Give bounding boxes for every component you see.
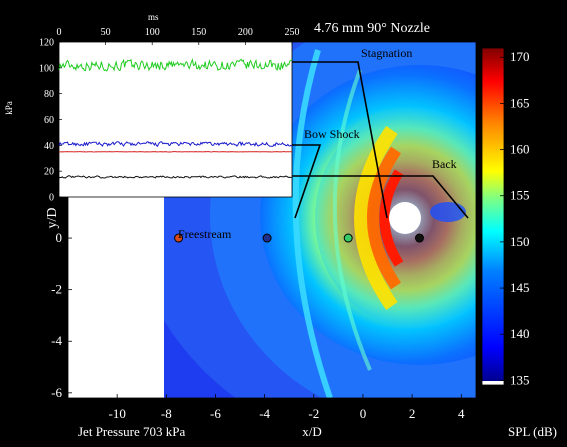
inset-y-tick-label: 20 xyxy=(44,167,54,178)
main-x-tick-label: 2 xyxy=(409,406,416,421)
inset-x-tick-label: 200 xyxy=(238,27,253,38)
main-y-tick-label: 0 xyxy=(56,230,63,245)
main-title: 4.76 mm 90° Nozzle xyxy=(314,21,430,36)
spl-heatmap xyxy=(164,42,476,398)
inset-series-line-3 xyxy=(58,175,293,179)
inset-y-label: kPa xyxy=(4,101,14,115)
probe-marker-bow-shock xyxy=(262,233,272,243)
inset-x-tick-label: 50 xyxy=(101,27,111,38)
nozzle-body xyxy=(389,202,421,234)
main-x-ticks: -10 -8 -6 -4 -2 0 2 4 xyxy=(108,394,465,421)
colorbar-tick-label: 155 xyxy=(510,188,530,203)
main-y-tick-label: -2 xyxy=(51,282,62,297)
probe-label-bow-shock: Bow Shock xyxy=(304,127,360,141)
main-x-tick-label: -8 xyxy=(161,406,172,421)
probe-label-freestream: Freestream xyxy=(178,227,232,241)
probe-label-back: Back xyxy=(432,157,457,171)
inset-y-tick-label: 0 xyxy=(49,193,54,204)
inset-series-lines xyxy=(58,58,293,179)
probe-marker-stagnation xyxy=(343,233,353,243)
inset-y-tick-label: 80 xyxy=(44,89,54,100)
inset-y-tick-label: 100 xyxy=(39,63,54,74)
colorbar-tick-label: 170 xyxy=(510,49,530,64)
spl-colorbar: 135 140 145 150 155 160 165 170 SPL (dB) xyxy=(481,47,557,439)
main-y-tick-label: -4 xyxy=(51,333,62,348)
probe-marker-back xyxy=(414,233,424,243)
colorbar-tick-label: 140 xyxy=(510,326,530,341)
colorbar-ticks: 135 140 145 150 155 160 165 170 xyxy=(500,49,530,387)
inset-y-tick-label: 60 xyxy=(44,115,54,126)
inset-x-ticks: 0 50 100 150 200 250 xyxy=(57,27,300,45)
inset-x-tick-label: 150 xyxy=(191,27,206,38)
jet-pressure-label: Jet Pressure 703 kPa xyxy=(78,424,185,439)
probe-markers xyxy=(174,233,424,243)
probe-label-stagnation: Stagnation xyxy=(361,46,412,60)
inset-x-label: ms xyxy=(148,12,159,22)
colorbar-tick-label: 165 xyxy=(510,95,530,110)
inset-y-ticks: 0 20 40 60 80 100 120 xyxy=(39,38,62,204)
inset-y-tick-label: 40 xyxy=(44,141,54,152)
bow-shock-leader-line xyxy=(292,144,322,219)
colorbar-label: SPL (dB) xyxy=(508,424,557,439)
inset-x-tick-label: 0 xyxy=(57,27,62,38)
colorbar-tick-label: 160 xyxy=(510,142,530,157)
colorbar-white-cap xyxy=(482,381,504,385)
colorbar-gradient xyxy=(482,48,504,381)
back-leader-line xyxy=(292,175,469,219)
main-x-tick-label: 4 xyxy=(458,406,465,421)
colorbar-tick-label: 150 xyxy=(510,234,530,249)
colorbar-tick-label: 145 xyxy=(510,280,530,295)
main-x-tick-label: 0 xyxy=(360,406,367,421)
inset-x-tick-label: 250 xyxy=(285,27,300,38)
colorbar-tick-label: 135 xyxy=(510,372,530,387)
main-x-tick-label: -10 xyxy=(108,406,125,421)
inset-x-tick-label: 100 xyxy=(145,27,160,38)
inset-y-tick-label: 120 xyxy=(39,38,54,49)
main-y-tick-label: -6 xyxy=(51,385,62,400)
main-x-tick-label: -4 xyxy=(259,406,270,421)
main-x-tick-label: -6 xyxy=(210,406,221,421)
probe-marker-freestream xyxy=(174,233,184,243)
main-x-tick-label: -2 xyxy=(308,406,319,421)
pressure-timeseries-inset: 0 50 100 150 200 250 0 20 40 60 80 100 120 ms kPa xyxy=(4,12,300,204)
main-y-label: y/D xyxy=(45,208,60,229)
stagnation-leader-line xyxy=(292,61,388,219)
main-y-ticks: -6 -4 -2 0 xyxy=(51,230,72,400)
inset-series-line-0 xyxy=(58,58,293,72)
main-x-label: x/D xyxy=(302,424,322,439)
inset-series-line-1 xyxy=(58,141,293,148)
